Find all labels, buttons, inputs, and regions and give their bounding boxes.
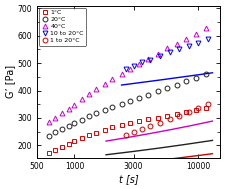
1°C — [146, 118, 149, 121]
1 to 20°C — [188, 111, 190, 113]
1 to 20°C — [132, 131, 135, 133]
1°C — [156, 116, 159, 119]
1°C — [120, 124, 123, 126]
10 to 20°C — [169, 51, 171, 54]
40°C — [87, 93, 90, 95]
1°C — [185, 111, 188, 113]
1°C — [194, 109, 197, 111]
20°C — [166, 87, 169, 89]
10 to 20°C — [159, 55, 161, 57]
1°C — [87, 134, 90, 136]
40°C — [128, 68, 131, 70]
1 to 20°C — [178, 115, 180, 117]
1°C — [205, 107, 207, 109]
20°C — [146, 94, 149, 96]
20°C — [47, 135, 50, 137]
1°C — [81, 137, 83, 139]
20°C — [120, 103, 123, 105]
1°C — [176, 113, 178, 115]
10 to 20°C — [132, 65, 135, 67]
10 to 20°C — [207, 38, 209, 40]
40°C — [61, 112, 64, 114]
Line: 10 to 20°C: 10 to 20°C — [123, 37, 211, 72]
Line: 1°C: 1°C — [46, 105, 208, 156]
40°C — [194, 33, 197, 35]
20°C — [95, 112, 98, 115]
1 to 20°C — [140, 128, 143, 130]
20°C — [87, 115, 90, 118]
40°C — [95, 88, 98, 90]
20°C — [137, 96, 140, 99]
20°C — [103, 109, 106, 111]
20°C — [81, 119, 83, 121]
40°C — [103, 83, 106, 85]
20°C — [185, 80, 188, 82]
Y-axis label: G’ [Pa]: G’ [Pa] — [5, 65, 15, 98]
10 to 20°C — [188, 45, 190, 47]
40°C — [137, 63, 140, 65]
1 to 20°C — [169, 118, 171, 120]
1°C — [95, 132, 98, 134]
40°C — [81, 98, 83, 100]
40°C — [120, 72, 123, 75]
1°C — [61, 145, 64, 148]
1°C — [128, 122, 131, 124]
10 to 20°C — [140, 61, 143, 64]
10 to 20°C — [124, 68, 127, 70]
10 to 20°C — [149, 58, 152, 61]
10 to 20°C — [197, 42, 200, 44]
40°C — [156, 53, 159, 55]
40°C — [205, 27, 207, 29]
40°C — [54, 117, 56, 119]
Line: 40°C: 40°C — [46, 26, 208, 125]
20°C — [54, 131, 56, 133]
1 to 20°C — [124, 134, 127, 136]
Legend: 1°C, 20°C, 40°C, 10 to 20°C, 1 to 20°C: 1°C, 20°C, 40°C, 10 to 20°C, 1 to 20°C — [39, 8, 86, 46]
1°C — [54, 149, 56, 151]
40°C — [73, 104, 76, 106]
20°C — [176, 84, 178, 86]
1°C — [137, 120, 140, 122]
20°C — [205, 73, 207, 76]
40°C — [47, 121, 50, 124]
1°C — [110, 126, 113, 129]
1 to 20°C — [207, 102, 209, 105]
1°C — [103, 129, 106, 131]
20°C — [61, 128, 64, 130]
1°C — [47, 152, 50, 155]
40°C — [185, 37, 188, 40]
Line: 20°C: 20°C — [46, 72, 208, 139]
20°C — [156, 90, 159, 92]
X-axis label: t [s]: t [s] — [119, 174, 138, 184]
1°C — [166, 115, 169, 117]
1°C — [68, 143, 70, 145]
40°C — [146, 58, 149, 60]
20°C — [128, 100, 131, 102]
20°C — [194, 77, 197, 79]
10 to 20°C — [178, 48, 180, 50]
1 to 20°C — [149, 125, 152, 127]
20°C — [110, 106, 113, 109]
1 to 20°C — [159, 122, 161, 124]
40°C — [176, 43, 178, 45]
20°C — [68, 125, 70, 127]
1 to 20°C — [197, 107, 200, 109]
20°C — [73, 122, 76, 124]
1°C — [73, 140, 76, 143]
40°C — [110, 78, 113, 81]
Line: 1 to 20°C: 1 to 20°C — [123, 101, 211, 137]
40°C — [166, 47, 169, 50]
40°C — [68, 107, 70, 110]
